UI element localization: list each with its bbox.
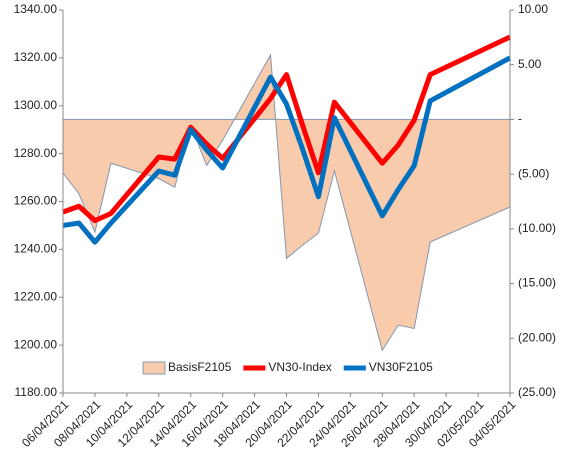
y-tick-label: 1240.00 <box>14 242 58 256</box>
y-tick-label: 1260.00 <box>14 194 58 208</box>
y-tick-label: 1200.00 <box>14 337 58 351</box>
legend-label: VN30-Index <box>268 360 331 374</box>
y-tick-label: 1220.00 <box>14 289 58 303</box>
y2-tick-label: - <box>518 112 522 126</box>
legend-swatch <box>142 361 166 375</box>
y2-tick-label: (5.00) <box>518 166 549 180</box>
legend-label: BasisF2105 <box>168 360 232 374</box>
y2-tick-label: (25.00) <box>518 385 556 399</box>
y-tick-label: 1320.00 <box>14 50 58 64</box>
y2-tick-label: (20.00) <box>518 330 556 344</box>
y2-tick-label: 10.00 <box>518 2 548 16</box>
y2-tick-label: (15.00) <box>518 276 556 290</box>
y-tick-label: 1300.00 <box>14 98 58 112</box>
line <box>62 34 512 224</box>
y-tick-label: 1340.00 <box>14 2 58 16</box>
y-tick-label: 1280.00 <box>14 146 58 160</box>
legend-label: VN30F2105 <box>369 360 433 374</box>
line <box>62 55 512 245</box>
area <box>62 53 511 352</box>
y-tick-label: 1180.00 <box>15 385 58 399</box>
y2-tick-label: (10.00) <box>518 221 556 235</box>
y2-tick-label: 5.00 <box>518 57 542 71</box>
